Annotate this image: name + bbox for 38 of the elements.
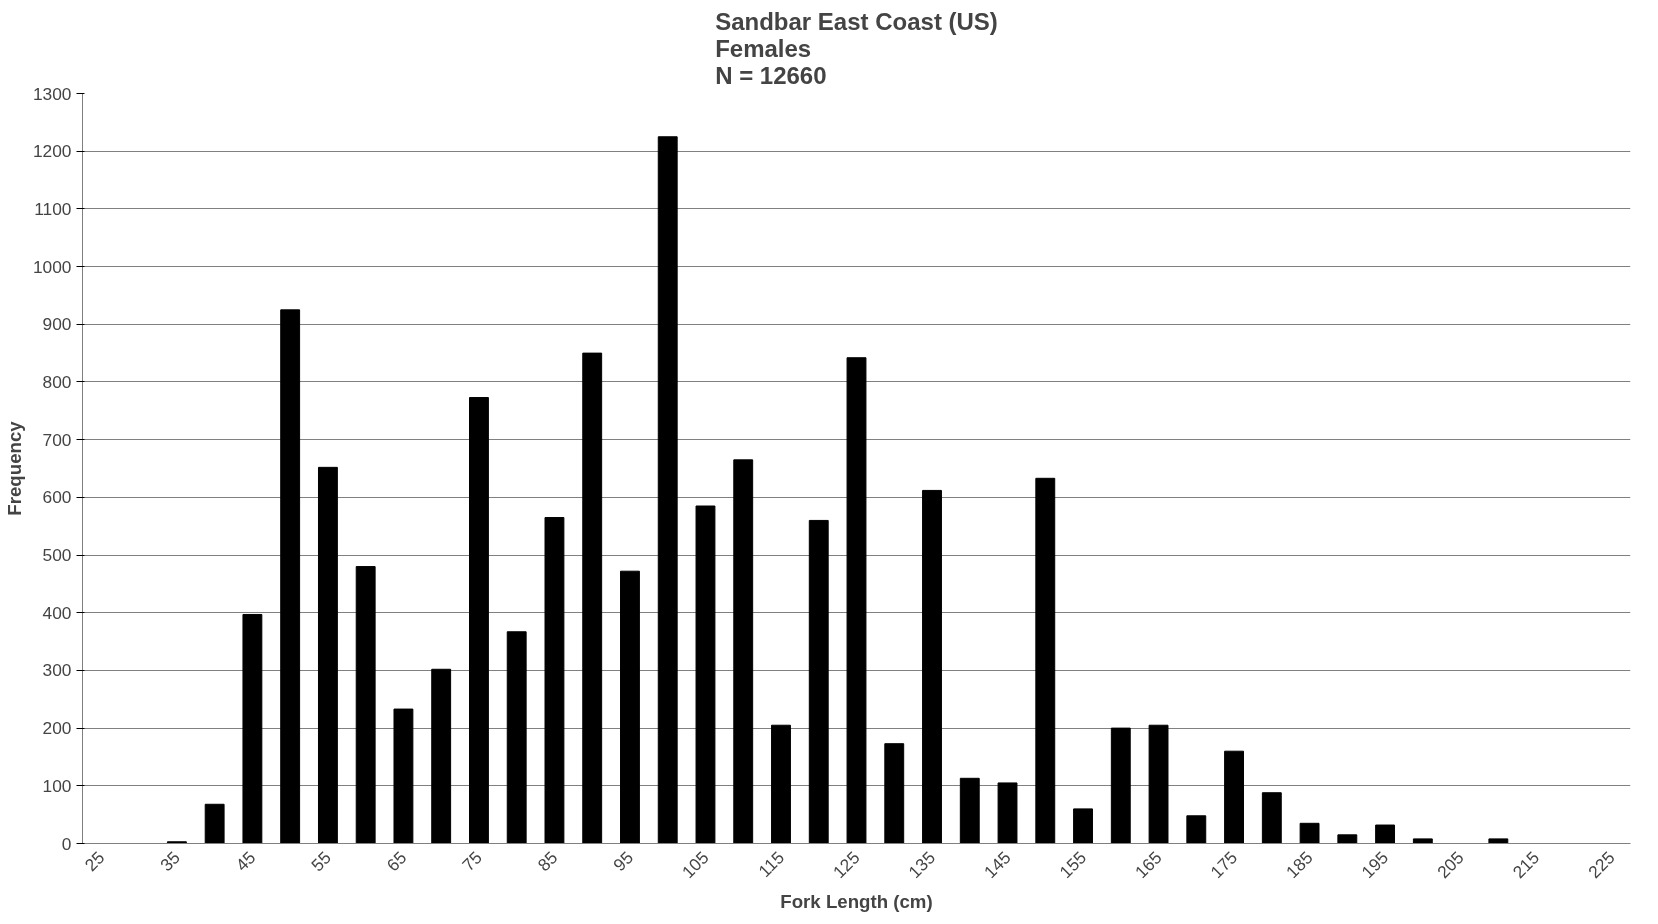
x-tick-label: 165	[1131, 847, 1166, 883]
x-tick-label: 85	[533, 847, 562, 876]
y-tick-label: 300	[42, 660, 72, 681]
y-tick-label: 1000	[32, 256, 72, 277]
y-tick-label: 1100	[34, 198, 72, 219]
y-tick-label: 100	[42, 775, 72, 796]
y-tick-label: 1300	[32, 83, 72, 104]
x-tick-label: 105	[677, 847, 713, 883]
x-tick-label: 225	[1584, 847, 1619, 883]
y-tick-label: 200	[42, 718, 72, 739]
y-axis-title: Frequency	[3, 420, 25, 516]
y-tick-label: 1200	[32, 141, 72, 162]
y-tick-label: 400	[42, 602, 72, 623]
x-tick-label: 115	[754, 847, 789, 882]
x-tick-label: 135	[904, 847, 940, 883]
y-tick-label: 600	[42, 487, 72, 508]
x-tick-label: 65	[382, 847, 411, 876]
x-tick-label: 215	[1508, 847, 1544, 883]
x-axis-title: Fork Length (cm)	[780, 891, 933, 913]
x-tick-label: 205	[1433, 847, 1468, 883]
chart-title: Sandbar East Coast (US) Females N = 12660	[715, 7, 998, 89]
x-tick-label: 195	[1357, 847, 1393, 883]
x-tick-label: 175	[1206, 847, 1242, 883]
y-tick-label: 500	[42, 545, 72, 566]
x-tick-label: 45	[231, 847, 260, 876]
x-tick-label: 145	[980, 847, 1015, 883]
y-tick-label: 0	[61, 833, 72, 854]
x-tick-label: 125	[828, 847, 864, 883]
x-tick-label: 75	[458, 847, 487, 876]
x-tick-label: 185	[1282, 847, 1317, 883]
x-tick-label: 95	[609, 847, 638, 876]
x-tick-label: 155	[1055, 847, 1091, 883]
y-tick-label: 700	[42, 429, 72, 450]
x-tick-label: 55	[307, 847, 335, 876]
y-tick-label: 900	[42, 314, 72, 335]
x-tick-label: 35	[156, 847, 184, 876]
x-tick-label: 25	[80, 847, 109, 876]
y-tick-label: 800	[42, 371, 72, 392]
